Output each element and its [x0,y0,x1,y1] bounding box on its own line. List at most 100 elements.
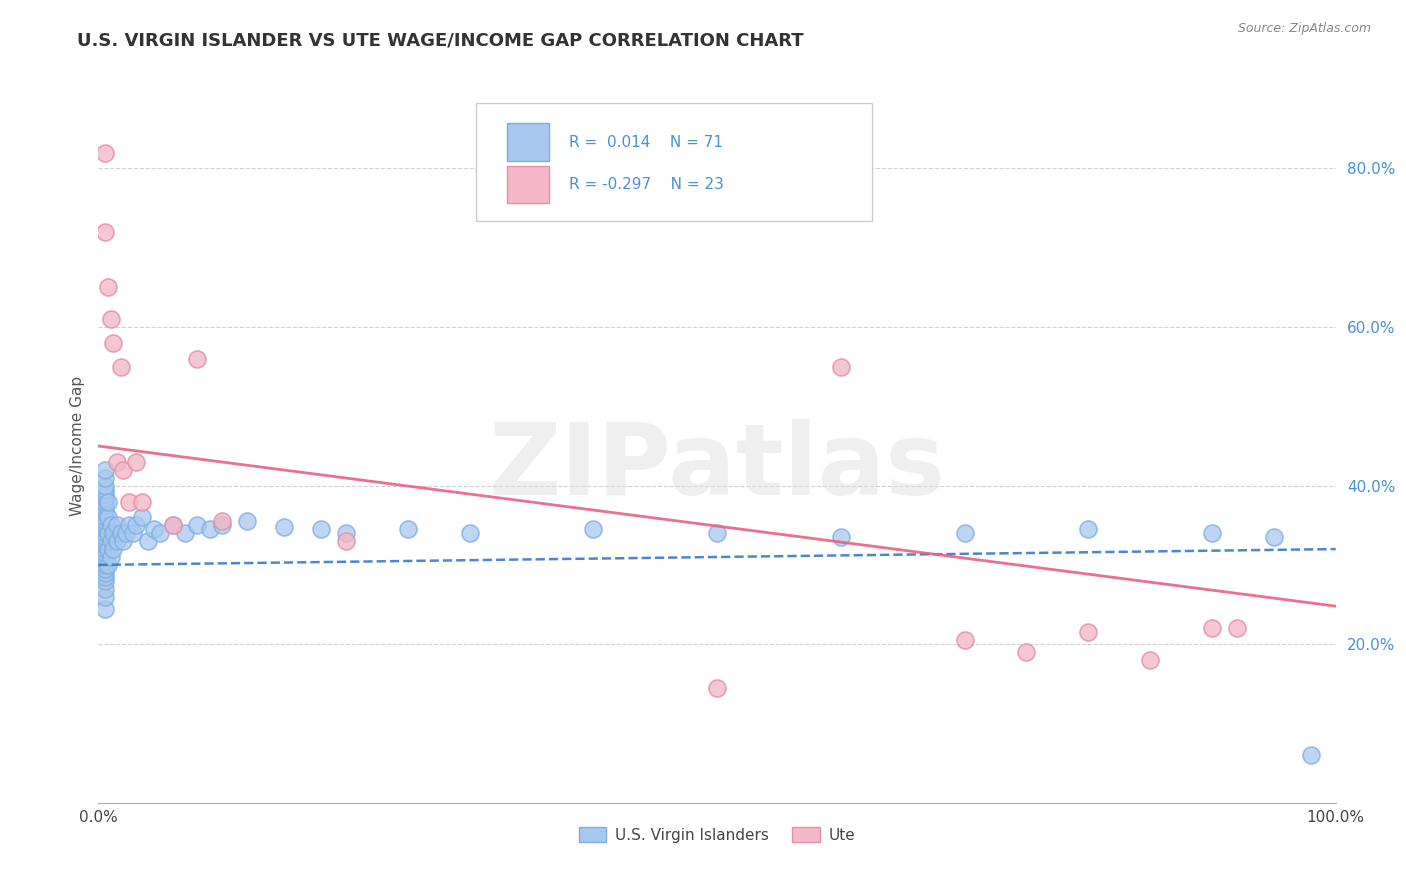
Point [93,601,115,615]
Point [103,542,125,557]
Point [1015,645,1038,659]
Point [830,530,852,544]
Text: Source: ZipAtlas.com: Source: ZipAtlas.com [1237,22,1371,36]
Point [97,494,120,508]
Point [93,566,115,580]
Point [97,280,120,294]
Point [396,522,419,536]
Text: U.S. VIRGIN ISLANDER VS UTE WAGE/INCOME GAP CORRELATION CHART: U.S. VIRGIN ISLANDER VS UTE WAGE/INCOME … [77,31,804,49]
Legend: U.S. Virgin Islanders, Ute: U.S. Virgin Islanders, Ute [572,821,862,848]
Point [131,494,153,508]
Point [706,526,728,541]
Point [100,518,122,533]
Point [174,526,197,541]
Point [309,522,332,536]
Text: R = -0.297    N = 23: R = -0.297 N = 23 [568,178,724,193]
Point [1263,530,1285,544]
Point [198,522,221,536]
Point [335,526,357,541]
Point [93,574,115,588]
Point [1201,526,1223,541]
Point [93,225,115,239]
Point [93,590,115,604]
Point [93,486,115,500]
Point [136,534,159,549]
Point [112,463,135,477]
Point [93,542,115,557]
Point [112,534,135,549]
Point [1299,748,1322,763]
Point [93,534,115,549]
Point [93,522,115,536]
Point [105,455,128,469]
Point [110,526,132,541]
Point [143,522,166,536]
Point [93,558,115,572]
Point [110,359,132,374]
Point [93,510,115,524]
Point [100,312,122,326]
Point [93,546,115,560]
Point [1139,653,1161,667]
Point [97,558,120,572]
Point [118,494,141,508]
Point [93,471,115,485]
Point [93,514,115,528]
Point [100,534,122,549]
Point [211,518,233,533]
Point [211,514,233,528]
Point [97,526,120,541]
Point [830,359,852,374]
Point [93,538,115,552]
Point [93,491,115,505]
Point [118,518,141,533]
Point [122,526,145,541]
Point [103,335,125,350]
Point [131,510,153,524]
Point [105,518,128,533]
Point [93,530,115,544]
Text: R =  0.014    N = 71: R = 0.014 N = 71 [568,135,723,150]
Point [458,526,481,541]
Point [1201,621,1223,635]
Point [149,526,172,541]
Point [1077,625,1099,640]
Point [953,633,976,648]
FancyBboxPatch shape [475,103,872,221]
Point [100,549,122,564]
Point [93,518,115,533]
Point [1077,522,1099,536]
Point [97,510,120,524]
Text: ZIPatlas: ZIPatlas [489,419,945,516]
Point [93,499,115,513]
Point [114,526,136,541]
Point [93,582,115,596]
Point [93,145,115,160]
Point [93,483,115,497]
Point [706,681,728,695]
Point [953,526,976,541]
Point [93,507,115,521]
Point [93,494,115,508]
Point [335,534,357,549]
Point [273,520,295,534]
FancyBboxPatch shape [506,123,548,161]
Point [1226,621,1249,635]
Point [93,463,115,477]
Point [162,518,184,533]
Point [93,549,115,564]
Point [93,562,115,576]
Point [236,514,259,528]
Point [93,526,115,541]
Point [186,518,208,533]
Point [103,526,125,541]
Point [582,522,605,536]
Point [93,570,115,584]
Point [186,351,208,366]
Point [124,518,146,533]
Point [162,518,184,533]
Point [124,455,146,469]
Point [105,534,128,549]
Point [93,502,115,516]
Point [93,478,115,492]
